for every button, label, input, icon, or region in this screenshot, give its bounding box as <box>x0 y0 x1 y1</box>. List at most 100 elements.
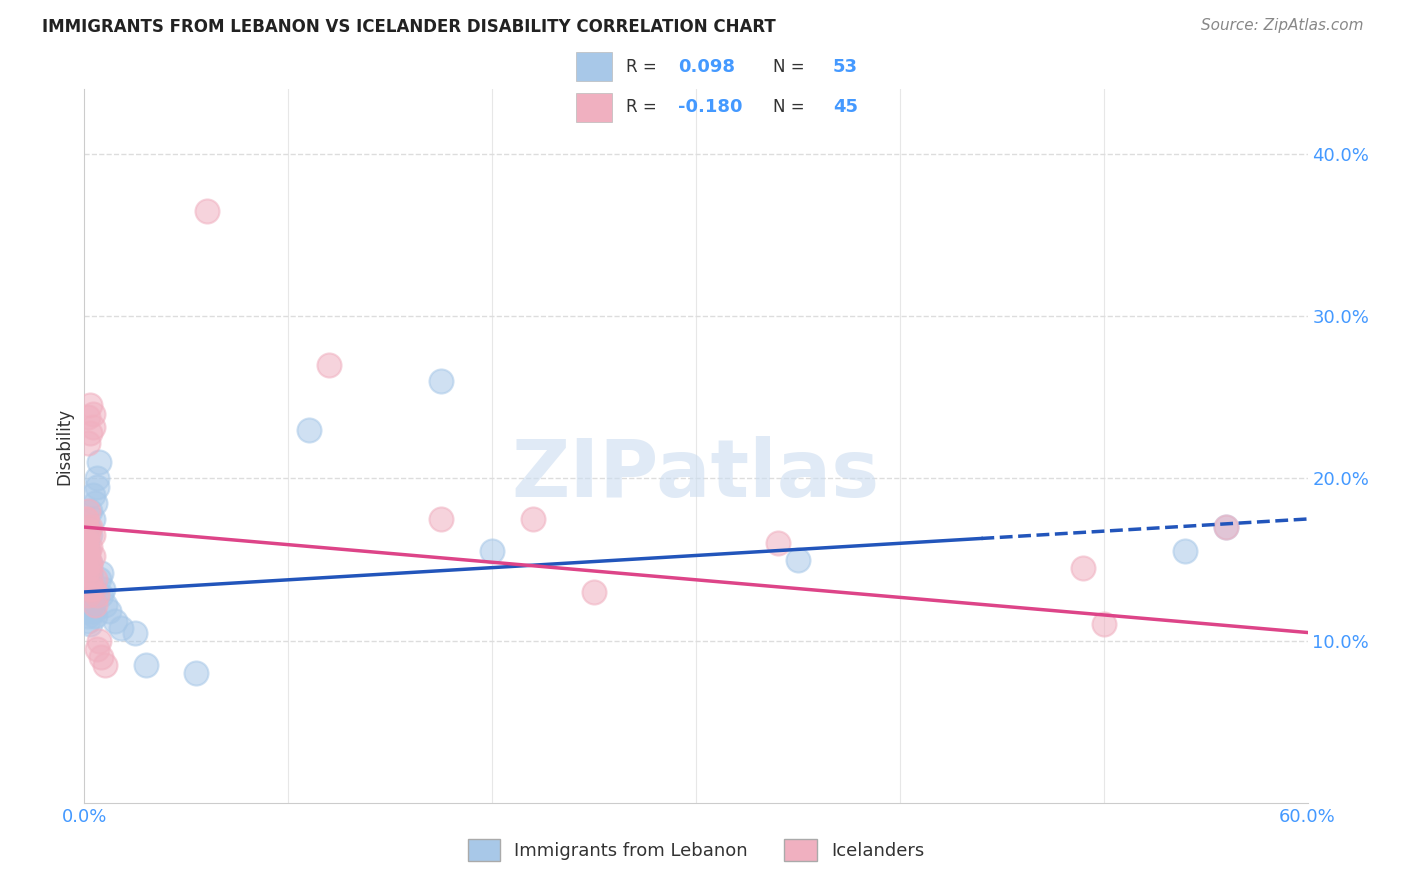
Text: IMMIGRANTS FROM LEBANON VS ICELANDER DISABILITY CORRELATION CHART: IMMIGRANTS FROM LEBANON VS ICELANDER DIS… <box>42 18 776 36</box>
Point <box>430 374 453 388</box>
Point <box>87 455 110 469</box>
Point <box>77 588 100 602</box>
Point <box>82 488 104 502</box>
Point <box>79 556 101 570</box>
Text: ZIPatlas: ZIPatlas <box>512 435 880 514</box>
Point <box>79 582 101 596</box>
Point <box>77 504 100 518</box>
Point <box>1215 520 1237 534</box>
Point <box>481 544 503 558</box>
Point <box>766 536 789 550</box>
Point <box>75 560 97 574</box>
Point <box>79 399 101 413</box>
Point <box>195 203 218 218</box>
Point <box>77 524 100 538</box>
Point <box>77 590 100 604</box>
Point <box>75 593 97 607</box>
Point <box>79 601 101 615</box>
Point <box>87 572 110 586</box>
Point <box>77 435 100 450</box>
Point <box>318 358 340 372</box>
Point <box>82 549 104 564</box>
Point <box>79 528 101 542</box>
Text: 53: 53 <box>832 58 858 76</box>
Point <box>77 585 100 599</box>
Point <box>77 588 100 602</box>
Point <box>75 536 97 550</box>
Point <box>77 614 100 628</box>
Point <box>77 556 100 570</box>
Point <box>522 512 544 526</box>
Point <box>75 544 97 558</box>
Text: R =: R = <box>626 58 662 76</box>
Point <box>77 564 100 578</box>
Point <box>1215 520 1237 534</box>
Point <box>124 625 146 640</box>
Point <box>91 582 114 596</box>
Point <box>77 609 100 624</box>
Point <box>82 528 104 542</box>
Point <box>83 572 105 586</box>
FancyBboxPatch shape <box>576 93 612 121</box>
Point <box>97 604 120 618</box>
Point <box>186 666 208 681</box>
Y-axis label: Disability: Disability <box>55 408 73 484</box>
Point <box>75 598 97 612</box>
Point <box>77 549 100 564</box>
Point <box>75 536 97 550</box>
Point <box>1073 560 1095 574</box>
Text: 45: 45 <box>832 98 858 116</box>
Point <box>75 560 97 574</box>
Point <box>77 520 100 534</box>
Point <box>79 566 101 580</box>
Text: N =: N = <box>773 98 810 116</box>
Point <box>75 604 97 618</box>
Point <box>83 609 105 624</box>
Point <box>93 657 115 672</box>
Text: 0.098: 0.098 <box>678 58 735 76</box>
Text: -0.180: -0.180 <box>678 98 742 116</box>
Point <box>298 423 321 437</box>
Point <box>75 512 97 526</box>
Point <box>77 544 100 558</box>
Point <box>1174 544 1197 558</box>
Point <box>77 409 100 424</box>
Point <box>87 633 110 648</box>
Point <box>82 407 104 421</box>
Point <box>787 552 810 566</box>
Point <box>79 560 101 574</box>
Point <box>77 544 100 558</box>
Point <box>79 540 101 554</box>
Point <box>86 641 108 656</box>
Point <box>110 621 132 635</box>
Point <box>75 566 97 580</box>
Point <box>79 617 101 632</box>
Text: Source: ZipAtlas.com: Source: ZipAtlas.com <box>1201 18 1364 33</box>
Point <box>79 556 101 570</box>
Point <box>82 604 104 618</box>
Text: N =: N = <box>773 58 810 76</box>
Point <box>104 614 127 628</box>
Legend: Immigrants from Lebanon, Icelanders: Immigrants from Lebanon, Icelanders <box>457 829 935 872</box>
Point <box>75 577 97 591</box>
FancyBboxPatch shape <box>576 53 612 81</box>
Point <box>79 568 101 582</box>
Point <box>82 512 104 526</box>
Point <box>135 657 157 672</box>
Point <box>75 533 97 547</box>
Point <box>430 512 453 526</box>
Point <box>75 552 97 566</box>
Point <box>82 582 104 596</box>
Point <box>86 471 108 485</box>
Point <box>90 566 112 580</box>
Point <box>90 588 112 602</box>
Point <box>79 582 101 596</box>
Point <box>75 574 97 588</box>
Point <box>77 588 100 602</box>
Point <box>82 593 104 607</box>
Point <box>82 419 104 434</box>
Point <box>83 598 105 612</box>
Point <box>1092 617 1115 632</box>
Point <box>93 598 115 612</box>
Point <box>79 504 101 518</box>
